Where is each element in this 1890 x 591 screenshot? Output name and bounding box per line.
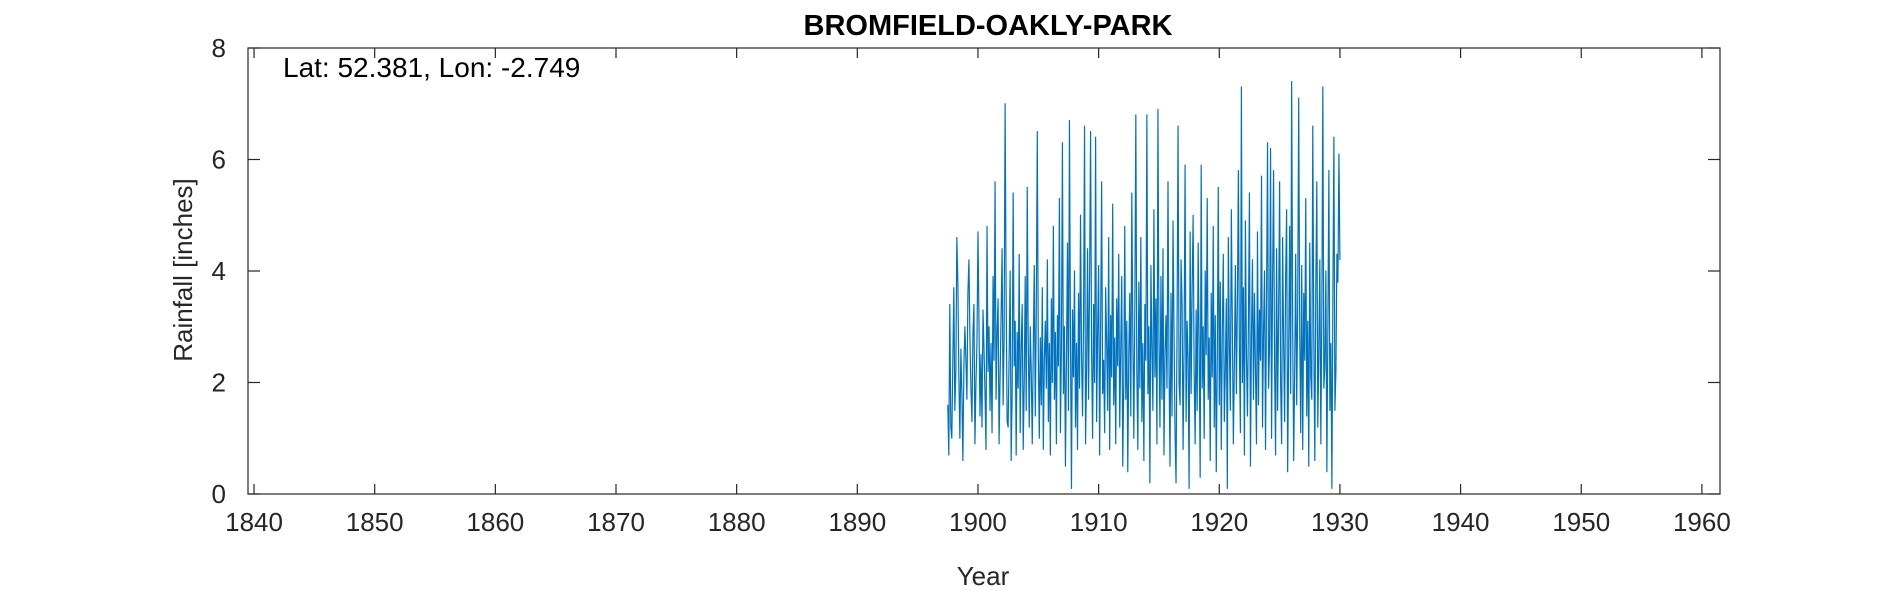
y-axis-label: Rainfall [inches] (168, 178, 198, 362)
x-tick-label: 1840 (225, 507, 283, 537)
x-tick-label: 1940 (1432, 507, 1490, 537)
x-tick-label: 1890 (828, 507, 886, 537)
series-layer (947, 80, 1341, 490)
x-tick-label: 1860 (466, 507, 524, 537)
y-tick-label: 0 (212, 479, 226, 509)
plot-area-box (247, 47, 1721, 495)
y-tick-label: 6 (212, 145, 226, 175)
x-tick-label: 1910 (1070, 507, 1128, 537)
x-tick-label: 1900 (949, 507, 1007, 537)
axes-frame (247, 47, 1721, 495)
rainfall-series-line (947, 80, 1341, 490)
chart-title: BROMFIELD-OAKLY-PARK (804, 10, 1173, 42)
y-tick-label: 8 (212, 33, 226, 63)
x-tick-label: 1960 (1673, 507, 1731, 537)
y-axis-ticks: 0 2 4 6 8 (212, 33, 1720, 509)
x-tick-label: 1920 (1190, 507, 1248, 537)
y-tick-label: 4 (212, 256, 226, 286)
y-tick-label: 2 (212, 368, 226, 398)
x-tick-label: 1880 (708, 507, 766, 537)
x-tick-label: 1850 (346, 507, 404, 537)
x-tick-label: 1930 (1311, 507, 1369, 537)
x-axis-label: Year (957, 561, 1010, 591)
x-tick-label: 1870 (587, 507, 645, 537)
x-tick-label: 1950 (1552, 507, 1610, 537)
location-annotation: Lat: 52.381, Lon: -2.749 (283, 52, 580, 83)
x-axis-ticks: 1840 1850 1860 1870 1880 1890 1900 1910 1920 1930… (225, 48, 1731, 537)
